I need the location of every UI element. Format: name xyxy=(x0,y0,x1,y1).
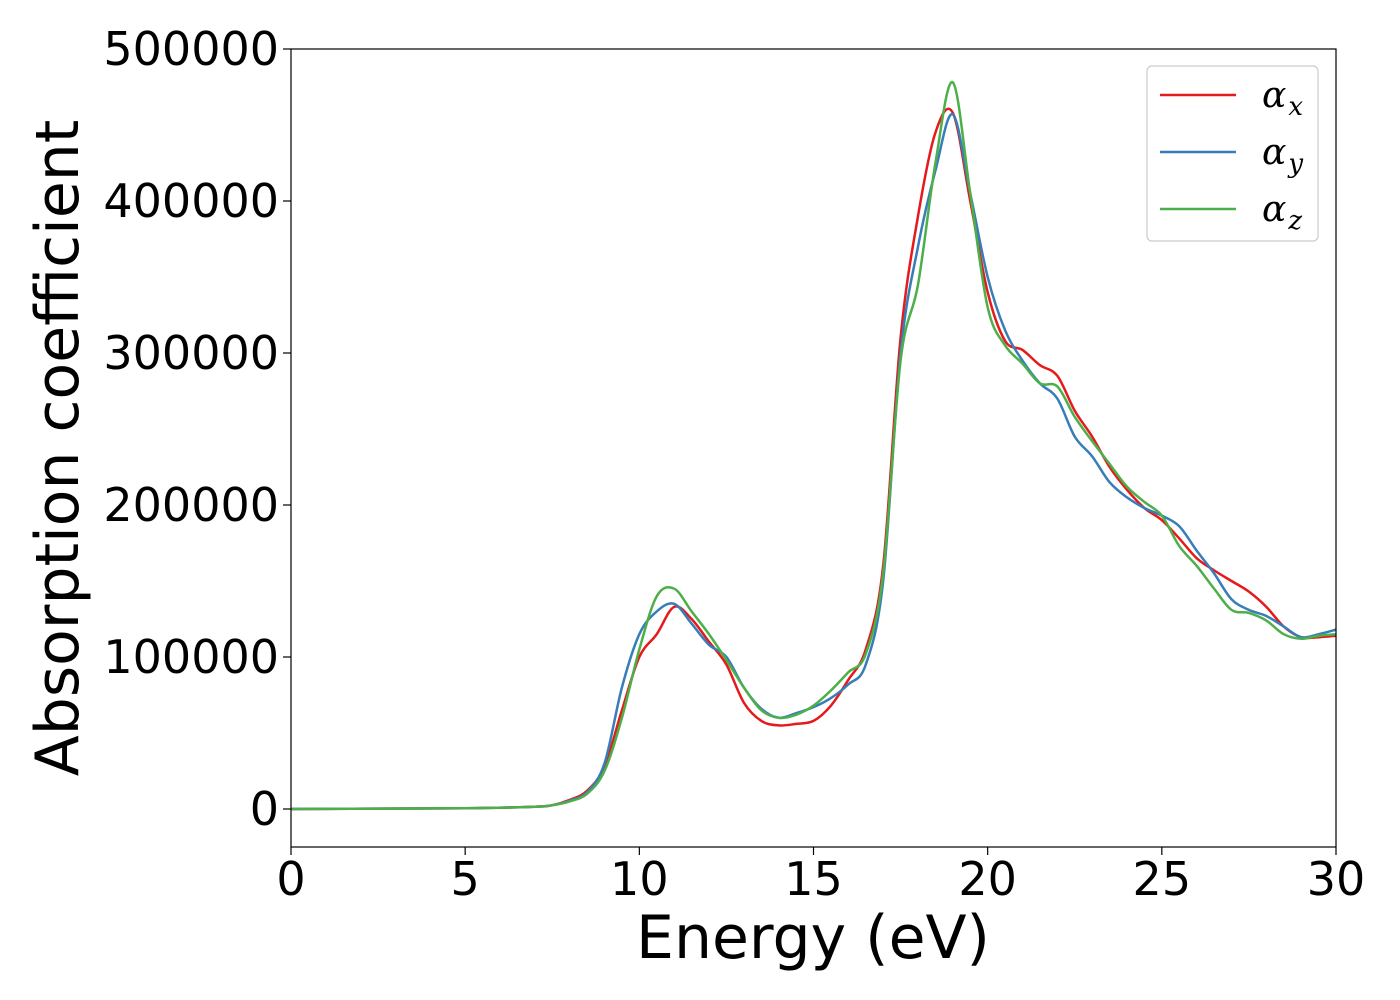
y-tick-label: 0 xyxy=(250,782,279,836)
x-axis-title: Energy (eV) xyxy=(636,903,990,973)
x-axis: 0 5 10 15 20 25 30 xyxy=(276,847,1365,906)
x-tick-label: 30 xyxy=(1307,852,1366,906)
legend-label-x: αx xyxy=(1262,75,1303,122)
y-tick-label: 100000 xyxy=(103,630,279,684)
y-tick-label: 300000 xyxy=(103,326,279,380)
y-tick-label: 400000 xyxy=(103,174,279,228)
y-axis: 0 100000 200000 300000 400000 500000 xyxy=(103,22,291,836)
y-tick-label: 500000 xyxy=(103,22,279,76)
y-axis-title: Absorption coefficient xyxy=(23,120,93,777)
x-tick-label: 0 xyxy=(276,852,305,906)
series-layer xyxy=(290,81,1337,811)
series-line-z xyxy=(290,81,1337,811)
x-tick-label: 10 xyxy=(610,852,669,906)
x-tick-label: 15 xyxy=(784,852,843,906)
legend-label-z: αz xyxy=(1262,189,1302,236)
x-tick-label: 25 xyxy=(1133,852,1192,906)
legend-box xyxy=(1146,65,1319,242)
y-tick-label: 200000 xyxy=(103,478,279,532)
legend-label-y: αy xyxy=(1262,132,1303,179)
x-tick-label: 5 xyxy=(451,852,480,906)
series-line-y xyxy=(290,113,1337,811)
legend: αx αy αz xyxy=(1146,65,1319,242)
x-tick-label: 20 xyxy=(958,852,1017,906)
